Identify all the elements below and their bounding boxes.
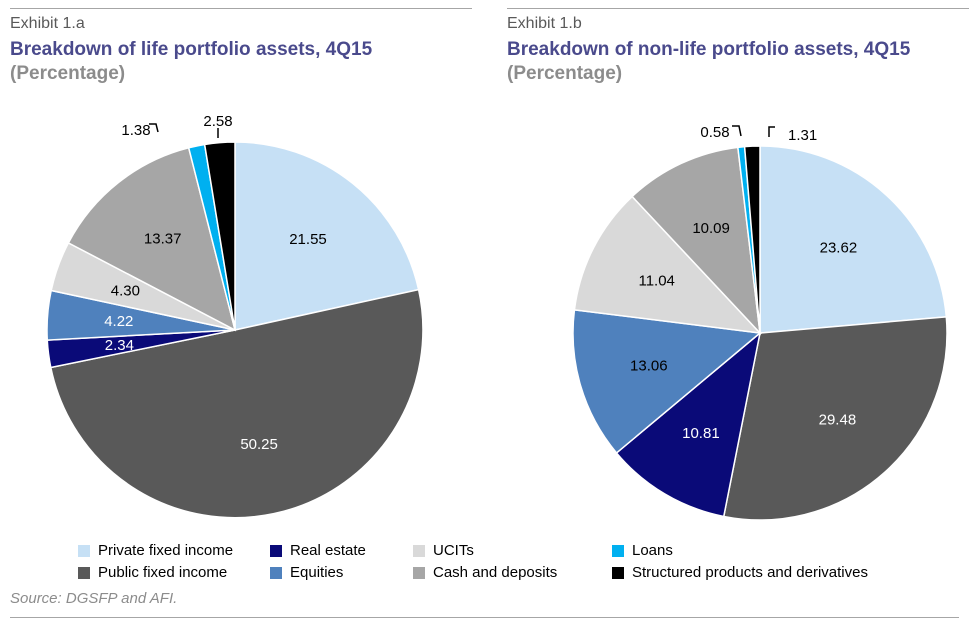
leader-line — [768, 126, 775, 137]
legend-label: Public fixed income — [98, 564, 228, 581]
data-label-cash-and-deposits: 10.09 — [692, 220, 730, 237]
pie-slice-equities — [572, 308, 762, 455]
legend-swatch — [612, 566, 624, 579]
legend-item: Real estate — [270, 542, 366, 559]
data-label-equities: 4.22 — [104, 313, 133, 330]
legend-label: UCITs — [433, 542, 474, 559]
pie-slice-cash-and-deposits — [631, 146, 762, 336]
pie-chart-nonlife: 23.62 29.48 10.81 13.06 11.04 10.09 0.58 1.31 — [572, 124, 948, 521]
pie-slice-private-fixed-income — [759, 145, 948, 334]
legend-label: Cash and deposits — [433, 564, 558, 581]
legend-swatch — [78, 544, 90, 557]
data-label-structured-products-and-derivatives: 1.31 — [788, 127, 817, 144]
pie-slice-real-estate — [615, 331, 762, 518]
pie-slice-public-fixed-income — [722, 316, 948, 521]
top-rule — [10, 8, 472, 9]
data-label-structured-products-and-derivatives: 2.58 — [203, 113, 232, 130]
legend-label: Loans — [632, 542, 673, 559]
data-label-private-fixed-income: 21.55 — [289, 231, 327, 248]
pie-slice-structured-products-and-derivatives — [203, 141, 236, 331]
data-label-public-fixed-income: 50.25 — [240, 436, 278, 453]
data-label-ucits: 11.04 — [638, 272, 674, 289]
legend-swatch — [270, 566, 282, 579]
chart-panel-nonlife: Exhibit 1.b Breakdown of non-life portfo… — [507, 0, 969, 540]
data-label-ucits: 4.30 — [111, 282, 140, 299]
leader-line — [149, 123, 159, 133]
chart-subtitle: (Percentage) — [10, 63, 126, 84]
leader-line — [732, 125, 742, 137]
legend-item: Cash and deposits — [413, 564, 557, 581]
bottom-rule — [10, 617, 959, 618]
chart-panel-life: Exhibit 1.a Breakdown of life portfolio … — [10, 0, 472, 540]
top-rule — [507, 8, 969, 9]
chart-title: Breakdown of non-life portfolio assets, … — [507, 39, 911, 60]
pie-slice-public-fixed-income — [49, 288, 424, 519]
legend-item: Structured products and derivatives — [612, 564, 868, 581]
exhibit-label: Exhibit 1.a — [10, 15, 85, 32]
legend-swatch — [612, 544, 624, 557]
data-label-private-fixed-income: 23.62 — [820, 240, 858, 257]
source-note: Source: DGSFP and AFI. — [10, 590, 178, 607]
legend: Private fixed income Real estate UCITs L… — [78, 540, 938, 588]
data-label-real-estate: 10.81 — [682, 425, 720, 442]
legend-item: Equities — [270, 564, 343, 581]
legend-swatch — [413, 544, 425, 557]
legend-label: Private fixed income — [98, 542, 234, 559]
legend-label: Equities — [290, 564, 344, 581]
data-label-equities: 13.06 — [630, 358, 668, 375]
pie-slice-private-fixed-income — [234, 141, 420, 331]
legend-swatch — [270, 544, 282, 557]
chart-title: Breakdown of life portfolio assets, 4Q15 — [10, 39, 373, 60]
pie-slice-cash-and-deposits — [67, 146, 237, 332]
legend-label: Structured products and derivatives — [632, 564, 868, 581]
data-label-cash-and-deposits: 13.37 — [144, 231, 182, 248]
pie-slice-ucits — [573, 195, 762, 335]
chart-subtitle: (Percentage) — [507, 63, 623, 84]
legend-swatch — [78, 566, 90, 579]
legend-item: Loans — [612, 542, 673, 559]
data-label-loans: 0.58 — [700, 124, 729, 141]
legend-swatch — [413, 566, 425, 579]
exhibit-label: Exhibit 1.b — [507, 15, 582, 32]
legend-item: UCITs — [413, 542, 474, 559]
pie-slice-structured-products-and-derivatives — [743, 145, 761, 334]
data-label-public-fixed-income: 29.48 — [819, 411, 857, 428]
data-label-loans: 1.38 — [121, 122, 150, 139]
pie-chart-life: 21.55 50.25 2.34 4.22 4.30 13.37 1.38 2.58 — [46, 113, 424, 519]
legend-item: Private fixed income — [78, 542, 233, 559]
data-label-real-estate: 2.34 — [105, 337, 134, 354]
legend-label: Real estate — [290, 542, 366, 559]
legend-item: Public fixed income — [78, 564, 227, 581]
